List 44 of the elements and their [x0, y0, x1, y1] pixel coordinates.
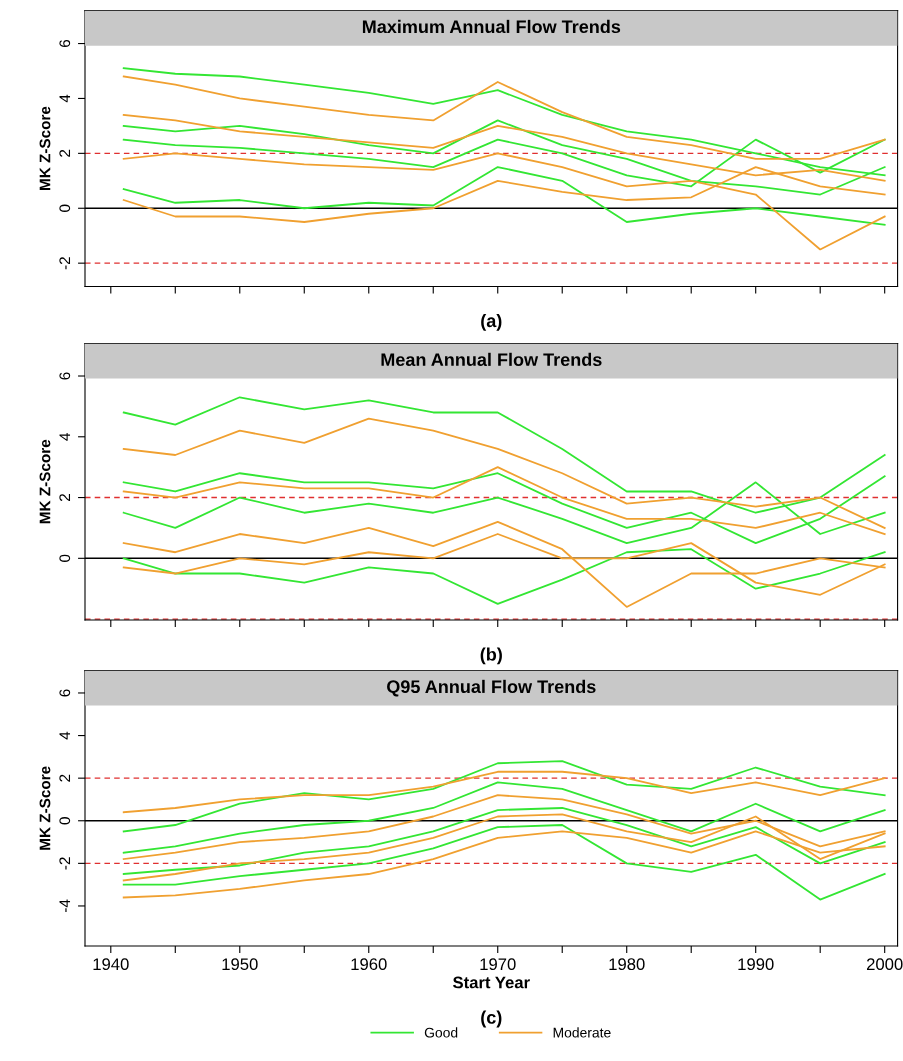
line-series: [122, 770, 886, 814]
x-tick-label: 1980: [609, 958, 645, 971]
line-series: [122, 760, 886, 833]
line-series: [122, 807, 886, 875]
y-tick-label: 0: [59, 817, 71, 825]
legend-label: Moderate: [553, 1027, 611, 1038]
x-tick-label: 1970: [480, 958, 516, 971]
y-axis-title: MK Z-Score: [39, 439, 51, 524]
x-tick-label: 1950: [222, 958, 258, 971]
y-tick-label: 4: [59, 94, 71, 103]
line-series: [122, 781, 886, 854]
chart-title: Q95 Annual Flow Trends: [387, 679, 596, 697]
y-tick-label: 6: [59, 39, 71, 48]
chart-title: Mean Annual Flow Trends: [381, 352, 602, 367]
y-tick-label: 6: [59, 372, 71, 380]
y-axis-title: MK Z-Score: [39, 106, 51, 190]
x-tick-label: 1940: [93, 958, 129, 971]
y-tick-label: 4: [59, 432, 71, 441]
line-series: [122, 548, 886, 605]
y-tick-label: 2: [59, 494, 71, 502]
x-tick-label: 1990: [738, 958, 774, 971]
y-tick-label: -2: [59, 857, 71, 870]
y-tick-label: 0: [59, 204, 71, 212]
y-tick-label: 4: [59, 731, 71, 740]
line-series: [122, 75, 886, 160]
text: (a): [481, 313, 502, 331]
y-tick-label: 6: [59, 689, 71, 697]
text: (c): [481, 1010, 502, 1028]
line-series: [122, 520, 886, 608]
y-tick-label: -4: [59, 899, 71, 913]
legend-label: Good: [424, 1027, 458, 1038]
y-tick-label: 2: [59, 149, 71, 157]
x-tick-label: 1960: [351, 958, 387, 971]
line-series: [122, 466, 886, 535]
y-axis-title: MK Z-Score: [39, 766, 51, 850]
x-tick-label: 2000: [866, 958, 903, 971]
x-axis-title: Start Year: [453, 976, 530, 989]
line-series: [122, 152, 886, 251]
y-tick-label: -2: [59, 257, 71, 270]
line-series: [122, 417, 886, 529]
y-tick-label: 0: [59, 554, 71, 562]
y-tick-label: 2: [59, 774, 71, 782]
text: (b): [480, 647, 502, 665]
chart-title: Maximum Annual Flow Trends: [362, 19, 621, 34]
